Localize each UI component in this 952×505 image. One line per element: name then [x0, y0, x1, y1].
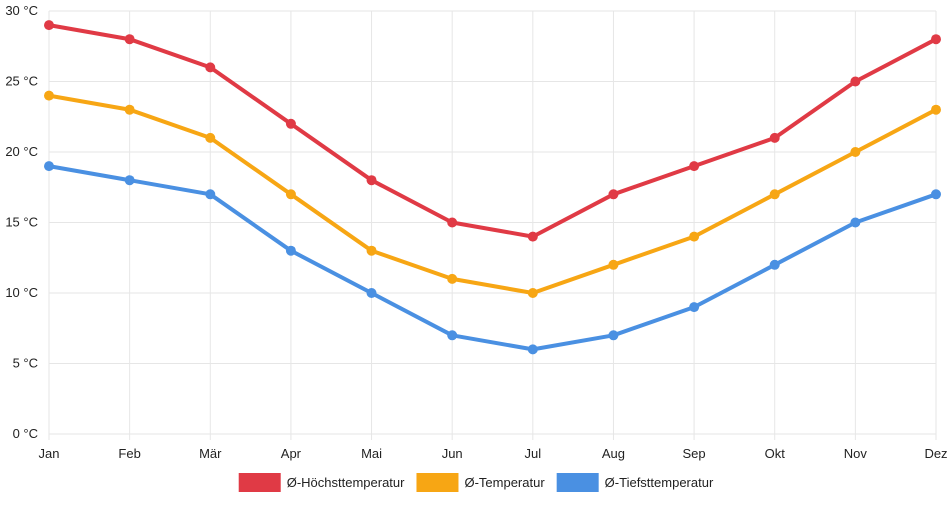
data-point — [608, 259, 619, 270]
y-tick-label: 5 °C — [13, 356, 38, 371]
data-point — [285, 245, 296, 256]
x-tick-label: Dez — [924, 446, 947, 461]
legend-swatch — [556, 473, 599, 492]
data-point — [366, 245, 377, 256]
data-point — [124, 175, 135, 186]
data-point — [850, 147, 861, 157]
series-lines — [44, 20, 941, 355]
data-point — [608, 189, 619, 200]
y-tick-label: 10 °C — [5, 285, 38, 300]
x-tick-label: Mai — [361, 446, 382, 461]
legend: Ø-Höchsttemperatur Ø-Temperatur Ø-Tiefstte… — [238, 473, 714, 492]
x-tick-label: Jun — [442, 446, 463, 461]
data-point — [205, 132, 216, 143]
data-point — [44, 161, 54, 172]
data-point — [447, 273, 458, 284]
data-point — [608, 330, 619, 341]
legend-swatch — [238, 473, 281, 492]
x-tick-label: Mär — [199, 446, 222, 461]
data-point — [689, 231, 700, 242]
data-point — [769, 132, 780, 143]
data-point — [205, 189, 216, 200]
x-tick-label: Apr — [281, 446, 302, 461]
data-point — [44, 20, 54, 31]
data-point — [527, 231, 538, 242]
grid-lines — [48, 10, 937, 440]
legend-label: Ø-Höchsttemperatur — [287, 475, 405, 490]
data-point — [931, 34, 941, 45]
data-point — [769, 259, 780, 270]
data-point — [44, 90, 54, 101]
y-tick-label: 20 °C — [5, 144, 38, 159]
data-point — [447, 330, 458, 341]
data-point — [850, 217, 861, 228]
x-tick-label: Jan — [39, 446, 60, 461]
data-point — [124, 104, 135, 115]
series-line — [47, 164, 938, 352]
data-point — [769, 189, 780, 200]
data-point — [285, 118, 296, 129]
x-tick-label: Sep — [683, 446, 706, 461]
x-tick-label: Okt — [765, 446, 786, 461]
data-point — [931, 189, 941, 200]
series-line — [47, 23, 938, 239]
data-point — [527, 288, 538, 298]
y-tick-label: 30 °C — [5, 3, 38, 18]
legend-label: Ø-Temperatur — [464, 475, 545, 490]
data-point — [931, 104, 941, 115]
data-point — [285, 189, 296, 200]
y-tick-label: 0 °C — [13, 426, 38, 441]
data-point — [124, 34, 135, 45]
data-point — [850, 76, 861, 87]
data-point — [366, 288, 377, 298]
y-tick-label: 25 °C — [5, 74, 38, 89]
x-tick-label: Jul — [525, 446, 542, 461]
x-axis-ticks: Jan Feb Mär Apr Mai Jun Jul Aug Sep Okt Nov Dez — [39, 446, 948, 461]
y-axis-ticks: 0 °C 5 °C 10 °C 15 °C 20 °C 25 °C 30 °C — [5, 3, 38, 441]
data-point — [205, 62, 216, 73]
x-tick-label: Aug — [602, 446, 625, 461]
legend-item[interactable]: Ø-Temperatur — [416, 473, 545, 492]
y-tick-label: 15 °C — [5, 215, 38, 230]
x-tick-label: Nov — [844, 446, 868, 461]
legend-swatch — [416, 473, 459, 492]
data-point — [527, 344, 538, 355]
legend-label: Ø-Tiefsttemperatur — [605, 475, 714, 490]
data-point — [366, 175, 377, 186]
data-point — [689, 302, 700, 313]
legend-item[interactable]: Ø-Höchsttemperatur — [238, 473, 405, 492]
series-line — [47, 93, 938, 295]
legend-item[interactable]: Ø-Tiefsttemperatur — [556, 473, 714, 492]
data-point — [689, 161, 700, 172]
data-point — [447, 217, 458, 228]
x-tick-label: Feb — [118, 446, 140, 461]
